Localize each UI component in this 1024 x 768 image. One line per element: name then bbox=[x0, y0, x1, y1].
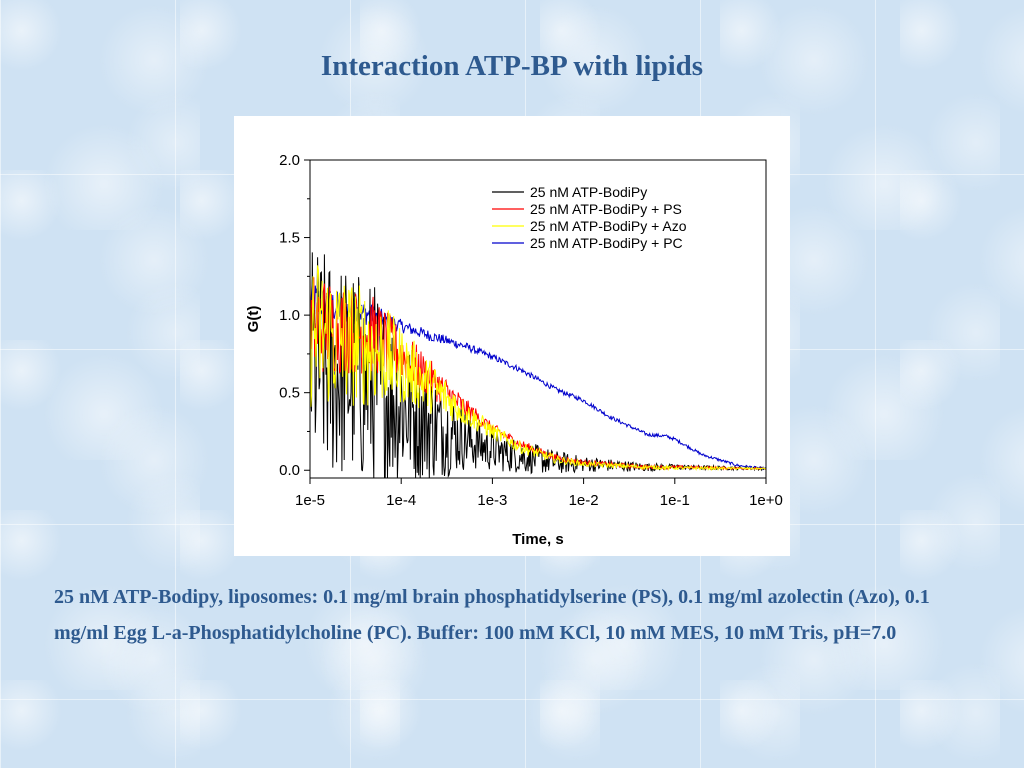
x-tick-label: 1e-5 bbox=[295, 492, 325, 509]
plot-frame bbox=[309, 159, 767, 479]
y-tick-label: 1.5 bbox=[279, 230, 300, 247]
x-axis: 1e-5 1e-4 1e-3 1e-2 1e-1 1e+0 bbox=[295, 478, 783, 509]
x-tick-label: 1e-1 bbox=[660, 492, 690, 509]
legend-label: 25 nM ATP-BodiPy bbox=[530, 184, 647, 200]
y-axis-title: G(t) bbox=[245, 306, 262, 333]
y-axis: 0.0 0.5 1.0 1.5 2.0 bbox=[279, 152, 310, 479]
y-tick-label: 1.0 bbox=[279, 307, 300, 324]
plot-lines bbox=[309, 252, 767, 479]
y-tick-label: 0.0 bbox=[279, 462, 300, 479]
fcs-correlation-chart: 0.0 0.5 1.0 1.5 2.0 1e-5 1e-4 1e-3 1e-2 1e-1 1e+0… bbox=[245, 152, 783, 548]
series-line bbox=[309, 265, 767, 472]
x-tick-label: 1e-3 bbox=[477, 492, 507, 509]
legend-label: 25 nM ATP-BodiPy + Azo bbox=[530, 218, 687, 234]
y-tick-label: 0.5 bbox=[279, 385, 300, 402]
legend-label: 25 nM ATP-BodiPy + PS bbox=[530, 201, 682, 217]
x-tick-label: 1e-2 bbox=[569, 492, 599, 509]
series-line bbox=[309, 279, 767, 471]
slide-caption: 25 nM ATP-Bodipy, liposomes: 0.1 mg/ml b… bbox=[54, 586, 930, 644]
x-tick-label: 1e+0 bbox=[749, 492, 783, 509]
chart-panel: 0.0 0.5 1.0 1.5 2.0 1e-5 1e-4 1e-3 1e-2 1e-1 1e+0… bbox=[234, 116, 790, 556]
series-line bbox=[309, 252, 767, 479]
series-line bbox=[309, 277, 767, 471]
slide-title: Interaction ATP-BP with lipids bbox=[320, 50, 704, 82]
y-tick-label: 2.0 bbox=[279, 152, 300, 169]
legend-label: 25 nM ATP-BodiPy + PC bbox=[530, 235, 683, 251]
x-tick-label: 1e-4 bbox=[386, 492, 416, 509]
x-axis-title: Time, s bbox=[512, 531, 563, 548]
